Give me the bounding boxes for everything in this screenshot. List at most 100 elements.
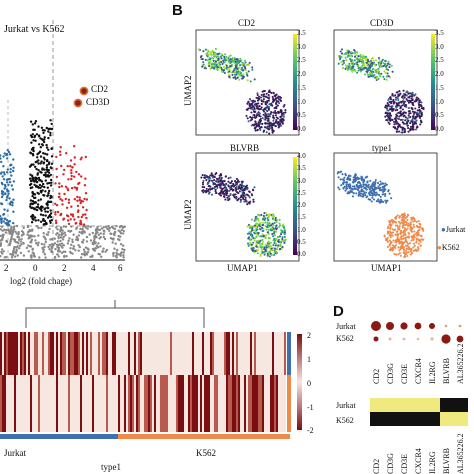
heatmap-cell (244, 332, 246, 375)
umap-point-k562 (385, 119, 388, 122)
volcano-point-up (59, 198, 62, 201)
heatmap-cell (128, 332, 130, 375)
volcano-point-down (3, 217, 6, 220)
volcano-point-down (2, 165, 5, 168)
umap-point-k562 (416, 115, 419, 118)
volcano-point-ns (64, 225, 68, 228)
umap-point-k562 (268, 213, 272, 216)
umap-point-jurkat (209, 57, 212, 60)
colorbar-tick: 0.5 (435, 111, 444, 120)
umap-point-k562 (275, 228, 278, 231)
heatmap-cell (142, 332, 144, 375)
umap-point-k562 (385, 238, 388, 242)
heatmap-cell (180, 332, 182, 375)
volcano-point-black (32, 149, 35, 153)
volcano-point-down (6, 149, 9, 152)
umap-point-k562 (275, 97, 278, 100)
volcano-point-ns (37, 234, 40, 237)
umap-point-jurkat (343, 53, 346, 56)
volcano-point-up (60, 185, 63, 188)
volcano-point-ns (19, 240, 23, 243)
heatmap-cell (90, 332, 92, 375)
heatmap-cell (12, 332, 14, 375)
volcano-point-ns (61, 238, 65, 241)
umap-point-k562 (277, 236, 280, 239)
volcano-point-black (31, 199, 35, 203)
umap-point-jurkat (371, 75, 375, 78)
umap-point-k562 (386, 101, 389, 105)
umap-point-k562 (267, 215, 271, 218)
umap-point-k562 (268, 255, 272, 258)
gene-label: CD2 (372, 458, 381, 474)
umap-point-k562 (262, 214, 265, 217)
heatmap-cell (284, 332, 286, 375)
umap-point-k562 (255, 242, 258, 245)
heatmap-cell (262, 375, 264, 432)
volcano-point-ns (0, 239, 2, 242)
heatmap-cell (176, 332, 178, 375)
umap-point-k562 (258, 119, 261, 122)
gene-label: CXCR4 (414, 448, 423, 474)
umap-point-jurkat (379, 195, 382, 198)
umap-point-jurkat (225, 58, 228, 61)
umap-point-jurkat (373, 63, 376, 66)
umap-point-jurkat (233, 196, 236, 199)
umap-point-k562 (405, 122, 409, 125)
volcano-point-ns (80, 253, 84, 256)
heatmap-cell (96, 375, 98, 432)
heatmap-cell (194, 375, 196, 432)
umap-point-jurkat (387, 75, 390, 78)
umap-point-jurkat (223, 180, 226, 183)
heatmap-cell (10, 375, 12, 432)
umap-point-k562 (281, 121, 284, 124)
umap-point-jurkat (380, 200, 383, 203)
heatmap-cell (278, 332, 280, 375)
volcano-point-ns (22, 226, 25, 230)
colorbar-tick: 2.5 (435, 56, 444, 65)
umap-point-k562 (259, 126, 263, 129)
umap-point-jurkat (366, 73, 370, 76)
volcano-point-black (46, 182, 49, 185)
umap-point-jurkat (234, 76, 237, 79)
umap-point-jurkat (217, 57, 220, 60)
umap-point-k562 (264, 236, 267, 239)
volcano-point-black (49, 209, 52, 212)
volcano-point-black (36, 156, 39, 159)
umap-point-k562 (404, 238, 407, 241)
volcano-point-ns (38, 256, 41, 259)
umap-point-jurkat (372, 189, 375, 192)
volcano-point-ns (25, 246, 29, 250)
volcano-point-black (37, 192, 40, 195)
heatmap-cell (134, 375, 136, 432)
umap-point-jurkat (374, 178, 377, 182)
heatmap-cell (156, 375, 158, 432)
umap-point-jurkat (353, 59, 356, 62)
heatmap-cell (236, 375, 238, 432)
umap-point-k562 (267, 237, 270, 240)
umap-point-k562 (277, 126, 280, 129)
umap-point-k562 (394, 217, 397, 220)
umap-point-jurkat (364, 57, 367, 60)
umap-point-jurkat (371, 196, 374, 199)
umap-point-jurkat (239, 186, 242, 189)
volcano-point-ns (56, 228, 59, 231)
volcano-point-ns (58, 250, 62, 253)
heatmap-cell (222, 375, 224, 432)
volcano-point-black (38, 183, 42, 187)
umap-point-jurkat (244, 196, 247, 199)
volcano-point-ns (31, 251, 34, 254)
umap-point-jurkat (205, 191, 208, 194)
volcano-point-ns (91, 247, 95, 251)
umap-point-jurkat (390, 64, 393, 67)
umap-point-jurkat (378, 63, 381, 66)
mini-heat-cell-jurkat (440, 398, 454, 412)
umap-point-k562 (417, 220, 420, 223)
umap-point-k562 (402, 214, 406, 217)
umap-point-k562 (416, 246, 420, 249)
umap-point-k562 (251, 248, 254, 251)
umap-point-jurkat (372, 68, 375, 71)
umap-point-jurkat (227, 195, 230, 198)
volcano-point-up (77, 182, 80, 186)
heatmap-cell (146, 375, 148, 432)
heatmap-cell (170, 375, 172, 432)
